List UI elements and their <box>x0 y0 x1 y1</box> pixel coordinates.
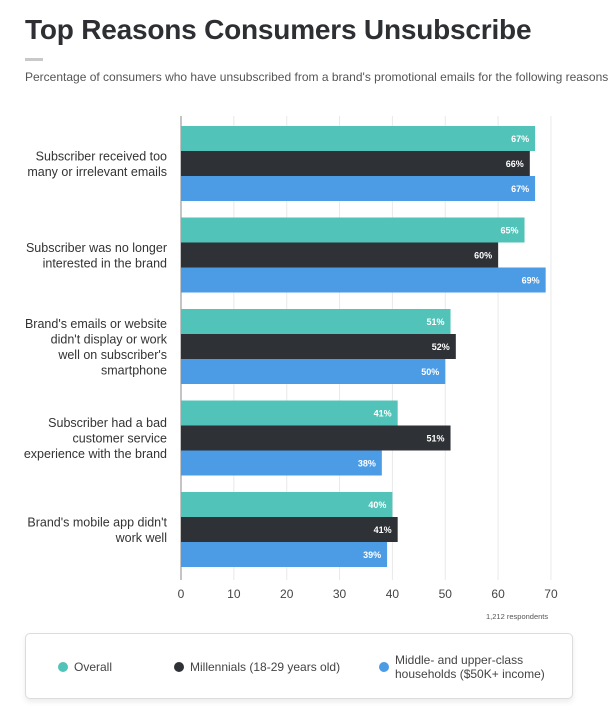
bar <box>181 334 456 359</box>
category-label-line: smartphone <box>101 363 167 377</box>
legend: Overall Millennials (18-29 years old) Mi… <box>25 633 573 699</box>
category-label: Brand's emails or website didn't display … <box>25 317 168 378</box>
bar-data-label: 51% <box>427 434 445 444</box>
bar <box>181 517 398 542</box>
bar-chart: 67% 66% 67% 65% 60% 69% 51% 52% 50% 41% 51% 38% 40% 4… <box>24 116 558 601</box>
category-label-line: Brand's mobile app didn't <box>27 515 167 529</box>
bar-data-label: 40% <box>368 500 386 510</box>
bar <box>181 492 393 517</box>
respondents-note: 1,212 respondents <box>486 612 549 621</box>
chart-title: Top Reasons Consumers Unsubscribe <box>25 14 532 45</box>
bar-data-label: 38% <box>358 459 376 469</box>
bar <box>181 151 530 176</box>
bar <box>181 425 451 451</box>
chart-subtitle: Percentage of consumers who have unsubsc… <box>25 70 609 84</box>
bar <box>181 359 446 384</box>
legend-swatch <box>174 662 184 672</box>
legend-swatch <box>379 662 389 672</box>
legend-item-millennials: Millennials (18-29 years old) <box>174 660 340 674</box>
x-tick-label: 0 <box>178 587 185 601</box>
x-tick-label: 10 <box>227 587 241 601</box>
category-label-line: well on subscriber's <box>57 348 167 362</box>
category-label: Subscriber received too many or irrelevan… <box>27 149 167 179</box>
bar-data-label: 52% <box>432 342 450 352</box>
category-label-line: customer service <box>73 432 168 446</box>
legend-swatch <box>58 662 68 672</box>
bar-data-label: 51% <box>427 317 445 327</box>
bar-data-label: 41% <box>374 409 392 419</box>
bar-data-label: 50% <box>421 367 439 377</box>
category-label-line: didn't display or work <box>51 332 168 346</box>
legend-item-middle-upper-class: Middle- and upper-class households ($50K… <box>379 653 545 681</box>
bar-data-label: 39% <box>363 550 381 560</box>
category-label-line: Subscriber had a bad <box>48 416 167 430</box>
category-label: Brand's mobile app didn't work well <box>27 515 167 545</box>
bar <box>181 267 546 293</box>
bar <box>181 400 398 426</box>
legend-item-overall: Overall <box>58 660 112 674</box>
x-tick-label: 40 <box>386 587 400 601</box>
bar <box>181 217 525 243</box>
x-tick-label: 30 <box>333 587 347 601</box>
category-label-line: interested in the brand <box>43 256 167 270</box>
bar-data-label: 66% <box>506 159 524 169</box>
bar <box>181 309 451 334</box>
x-tick-label: 50 <box>439 587 453 601</box>
bar-data-label: 41% <box>374 525 392 535</box>
title-underline <box>25 58 43 61</box>
category-label-line: experience with the brand <box>24 447 167 461</box>
bar-data-label: 67% <box>511 184 529 194</box>
x-tick-label: 60 <box>491 587 505 601</box>
bar-data-label: 67% <box>511 134 529 144</box>
category-label: Subscriber was no longer interested in th… <box>26 241 167 271</box>
bar-data-label: 60% <box>474 251 492 261</box>
bar-data-label: 65% <box>501 226 519 236</box>
bar <box>181 176 536 201</box>
category-label-line: Subscriber was no longer <box>26 241 167 255</box>
category-label: Subscriber had a bad customer service expe… <box>24 416 167 461</box>
bar-data-label: 69% <box>522 276 540 286</box>
category-label-line: Brand's emails or website <box>25 317 167 331</box>
x-axis-ticks: 0 10 20 30 40 50 60 70 <box>178 587 558 601</box>
bars: 67% 66% 67% 65% 60% 69% 51% 52% 50% 41% 51% 38% 40% 4… <box>181 126 546 567</box>
category-labels: Subscriber received too many or irrelevan… <box>24 149 168 545</box>
x-tick-label: 20 <box>280 587 294 601</box>
x-tick-label: 70 <box>544 587 558 601</box>
category-label-line: work well <box>115 531 167 545</box>
legend-label: Middle- and upper-class households ($50K… <box>395 653 545 681</box>
bar <box>181 542 388 567</box>
bar <box>181 126 536 151</box>
bar <box>181 450 382 476</box>
legend-label: Overall <box>74 660 113 674</box>
category-label-line: Subscriber received too <box>36 149 167 163</box>
category-label-line: many or irrelevant emails <box>27 165 167 179</box>
bar <box>181 242 499 268</box>
legend-label: Millennials (18-29 years old) <box>190 660 341 674</box>
